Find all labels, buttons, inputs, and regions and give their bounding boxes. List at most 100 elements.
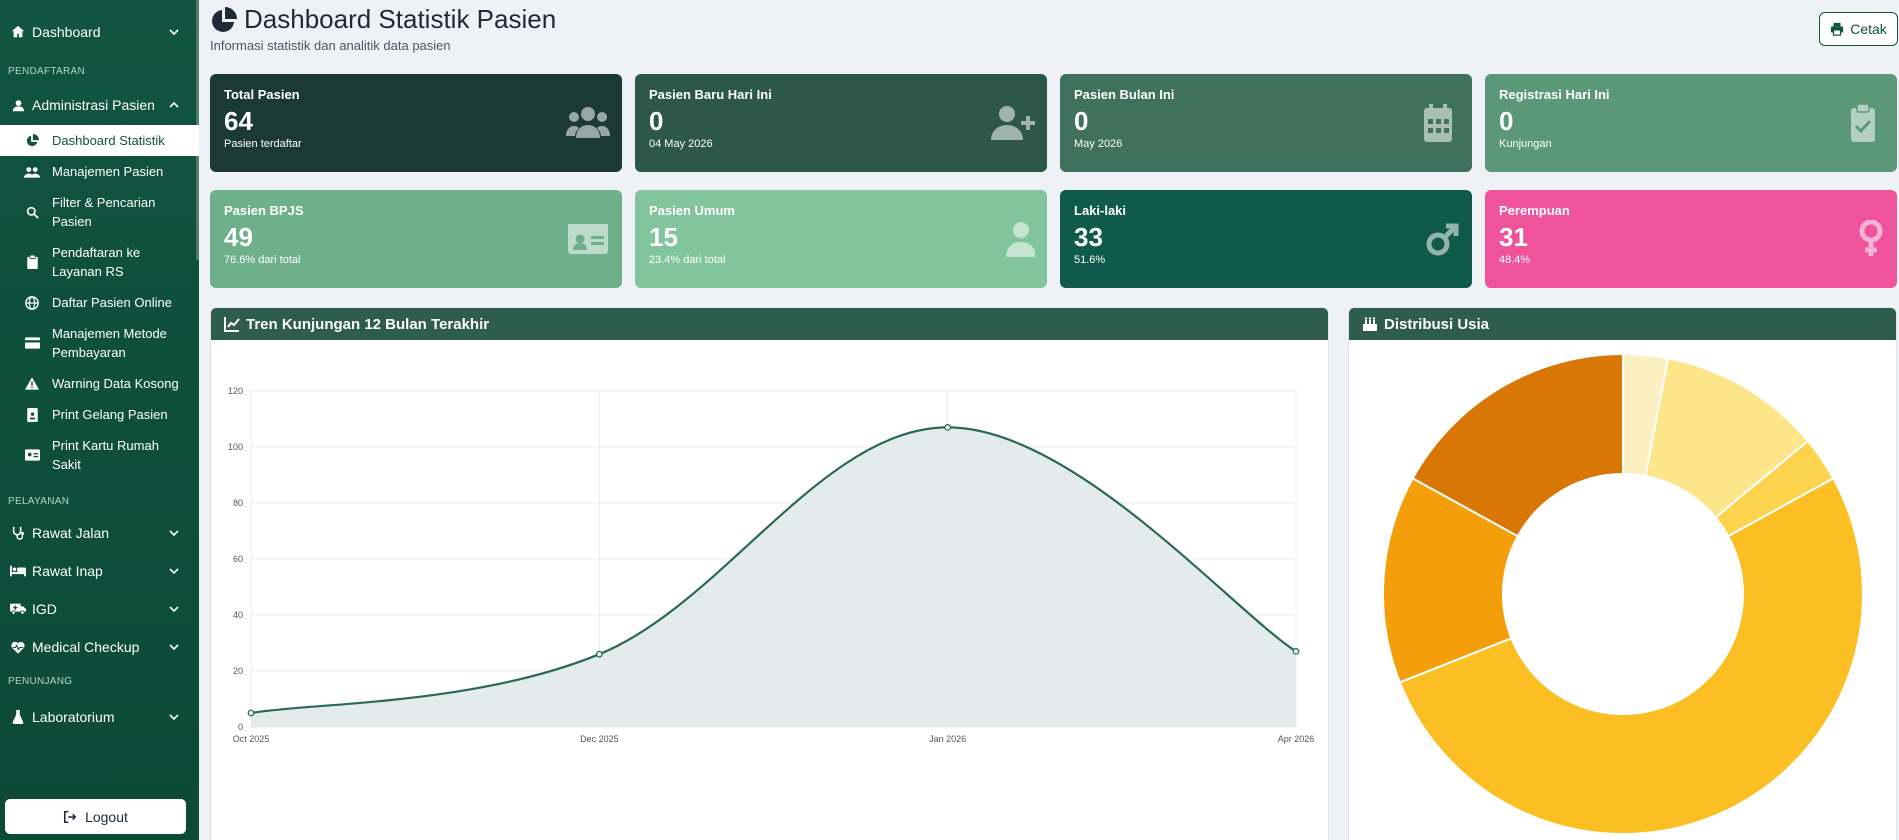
x-tick-label: Apr 2026 — [1278, 734, 1315, 744]
sidebar-section-pendaftaran: PENDAFTARAN — [8, 65, 86, 77]
age-panel-title: Distribusi Usia — [1384, 315, 1490, 333]
donut-slice[interactable] — [1382, 477, 1520, 684]
card-subtext: 04 May 2026 — [649, 138, 713, 150]
sidebar-item-igd[interactable]: IGD — [0, 590, 199, 628]
card-subtext: Pasien terdaftar — [224, 138, 302, 150]
trend-panel-title: Tren Kunjungan 12 Bulan Terakhir — [246, 315, 490, 333]
series-point[interactable] — [944, 423, 952, 431]
sidebar-sub-warning-data[interactable]: Warning Data Kosong — [0, 368, 199, 399]
card-laki-laki: Laki-laki 33 51.6% — [1060, 190, 1472, 288]
logout-label: Logout — [85, 808, 128, 825]
sidebar: Dashboard PENDAFTARAN Administrasi Pasie… — [0, 0, 199, 840]
user-icon — [10, 97, 26, 113]
y-tick-label: 100 — [228, 442, 243, 452]
page-title: Dashboard Statistik Pasien — [210, 4, 556, 35]
y-tick-label: 80 — [233, 498, 243, 508]
sidebar-item-label: Medical Checkup — [32, 639, 140, 655]
card-label: Pasien Bulan Ini — [1074, 87, 1175, 102]
sidebar-item-label: Dashboard — [32, 24, 101, 40]
series-area — [251, 427, 1296, 727]
card-registrasi: Registrasi Hari Ini 0 Kunjungan — [1485, 74, 1897, 172]
sidebar-section-penunjang: PENUNJANG — [8, 675, 73, 687]
birthday-cake-icon — [1363, 317, 1377, 331]
card-label: Laki-laki — [1074, 203, 1127, 218]
sidebar-item-dashboard[interactable]: Dashboard — [0, 13, 199, 51]
sidebar-sub-label: Filter & Pencarian Pasien — [52, 195, 156, 229]
sidebar-sub-label: Manajemen Pasien — [52, 164, 164, 179]
sidebar-sub-dashboard-statistik[interactable]: Dashboard Statistik — [0, 125, 199, 156]
sidebar-item-label: Rawat Jalan — [32, 525, 110, 541]
sidebar-sub-metode-pembayaran[interactable]: Manajemen Metode Pembayaran — [0, 318, 199, 368]
mars-icon — [1426, 223, 1459, 256]
users-icon — [566, 107, 610, 138]
flask-icon — [10, 709, 26, 725]
donut-slice[interactable] — [1398, 477, 1864, 835]
card-value: 15 — [649, 222, 678, 252]
chart-pie-icon — [24, 133, 40, 149]
sidebar-item-rawat-jalan[interactable]: Rawat Jalan — [0, 514, 199, 552]
print-button[interactable]: Cetak — [1819, 12, 1898, 46]
sidebar-item-label: Laboratorium — [32, 709, 115, 725]
card-pasien-bulan: Pasien Bulan Ini 0 May 2026 — [1060, 74, 1472, 172]
search-icon — [24, 204, 40, 220]
sidebar-sub-pendaftaran-layanan[interactable]: Pendaftaran ke Layanan RS — [0, 237, 199, 287]
card-value: 0 — [1499, 106, 1514, 136]
series-line — [250, 426, 1297, 715]
card-subtext: May 2026 — [1074, 138, 1123, 150]
sidebar-item-label: Rawat Inap — [32, 563, 103, 579]
card-value: 64 — [224, 106, 253, 136]
sidebar-sub-daftar-online[interactable]: Daftar Pasien Online — [0, 287, 199, 318]
ambulance-icon — [10, 601, 26, 617]
card-total-pasien: Total Pasien 64 Pasien terdaftar — [210, 74, 622, 172]
sidebar-item-medical-checkup[interactable]: Medical Checkup — [0, 628, 199, 666]
trend-line-chart: 0 20 40 60 80 100 120 Oct 2025 Dec 2025 Jan 2026 A… — [228, 386, 1315, 744]
card-value: 33 — [1074, 222, 1103, 252]
card-label: Pasien Umum — [649, 203, 735, 218]
sidebar-sub-label: Print Kartu Rumah Sakit — [52, 438, 159, 472]
sidebar-sub-print-gelang[interactable]: Print Gelang Pasien — [0, 399, 199, 430]
card-value: 0 — [1074, 106, 1089, 136]
donut-slice[interactable] — [1411, 352, 1624, 538]
user-icon — [1006, 222, 1035, 257]
chevron-down-icon — [169, 530, 179, 537]
card-subtext: Kunjungan — [1499, 138, 1552, 150]
series-point[interactable] — [595, 650, 603, 658]
card-value: 31 — [1499, 222, 1528, 252]
clipboard-icon — [24, 254, 40, 270]
series-point[interactable] — [1292, 648, 1300, 655]
sidebar-sub-label: Print Gelang Pasien — [52, 407, 168, 422]
card-subtext: 48.4% — [1499, 254, 1531, 266]
card-label: Total Pasien — [224, 87, 300, 102]
chevron-down-icon — [169, 714, 179, 721]
sidebar-item-rawat-inap[interactable]: Rawat Inap — [0, 552, 199, 590]
sidebar-sub-manajemen-pasien[interactable]: Manajemen Pasien — [0, 156, 199, 187]
card-pasien-bpjs: Pasien BPJS 49 76.6% dari total — [210, 190, 622, 288]
sidebar-sub-label: Manajemen Metode Pembayaran — [52, 326, 167, 360]
chevron-up-icon — [169, 101, 179, 108]
chevron-down-icon — [169, 29, 179, 36]
sidebar-scrollbar[interactable] — [196, 0, 199, 260]
logout-button[interactable]: Logout — [5, 799, 186, 834]
logout-icon — [64, 810, 77, 823]
sidebar-sub-label: Warning Data Kosong — [52, 376, 179, 391]
trend-panel: Tren Kunjungan 12 Bulan Terakhir 0 20 40 60… — [210, 307, 1329, 840]
y-tick-label: 120 — [228, 386, 243, 396]
sidebar-sub-print-kartu[interactable]: Print Kartu Rumah Sakit — [0, 430, 199, 480]
sidebar-item-administrasi-pasien[interactable]: Administrasi Pasien — [0, 86, 199, 124]
venus-icon — [1859, 220, 1883, 256]
age-panel-header: Distribusi Usia — [1349, 308, 1896, 340]
card-label: Perempuan — [1499, 203, 1570, 218]
chart-line-icon — [224, 317, 240, 332]
calendar-icon — [1424, 104, 1452, 142]
card-subtext: 23.4% dari total — [649, 254, 726, 266]
stethoscope-icon — [10, 525, 26, 541]
y-tick-label: 20 — [233, 666, 243, 676]
page-title-text: Dashboard Statistik Pasien — [244, 4, 557, 34]
chevron-down-icon — [169, 606, 179, 613]
series-point[interactable] — [247, 709, 255, 717]
printer-icon — [1831, 22, 1844, 36]
card-label: Pasien BPJS — [224, 203, 304, 218]
credit-card-icon — [24, 335, 40, 351]
sidebar-sub-filter-pencarian[interactable]: Filter & Pencarian Pasien — [0, 187, 199, 237]
sidebar-item-laboratorium[interactable]: Laboratorium — [0, 698, 199, 736]
